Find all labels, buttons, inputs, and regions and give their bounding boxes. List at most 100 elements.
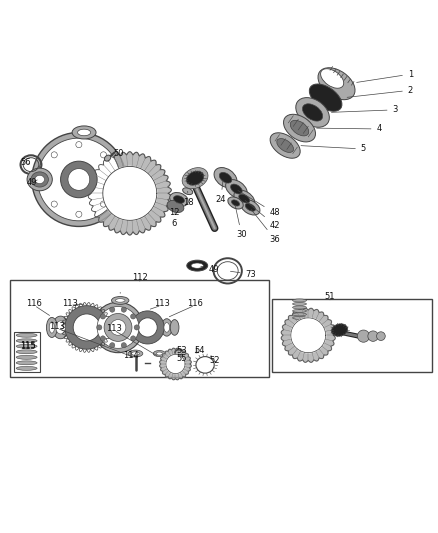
Circle shape xyxy=(100,201,106,207)
Ellipse shape xyxy=(31,172,48,187)
Text: 5: 5 xyxy=(301,144,366,154)
Text: 113: 113 xyxy=(62,299,78,308)
Ellipse shape xyxy=(321,69,344,88)
Ellipse shape xyxy=(49,322,54,333)
Text: 114: 114 xyxy=(123,351,139,360)
Ellipse shape xyxy=(293,306,307,309)
Text: 52: 52 xyxy=(209,356,220,365)
Text: 49: 49 xyxy=(27,179,37,188)
Text: 2: 2 xyxy=(347,86,413,98)
Text: 115: 115 xyxy=(20,341,35,350)
Ellipse shape xyxy=(332,324,348,336)
FancyBboxPatch shape xyxy=(272,298,432,372)
Ellipse shape xyxy=(156,352,162,355)
Text: 3: 3 xyxy=(332,106,398,114)
Circle shape xyxy=(76,211,82,217)
Ellipse shape xyxy=(16,356,37,359)
Text: 54: 54 xyxy=(194,345,205,354)
Ellipse shape xyxy=(27,168,52,191)
Ellipse shape xyxy=(226,180,247,198)
Text: 116: 116 xyxy=(26,299,42,308)
Ellipse shape xyxy=(245,204,255,211)
Ellipse shape xyxy=(16,350,37,354)
Ellipse shape xyxy=(112,296,129,304)
Text: 12: 12 xyxy=(169,202,180,217)
Circle shape xyxy=(60,161,97,198)
Circle shape xyxy=(104,313,132,341)
Ellipse shape xyxy=(104,155,111,161)
FancyBboxPatch shape xyxy=(10,279,269,377)
Ellipse shape xyxy=(186,171,204,185)
Circle shape xyxy=(368,331,378,341)
Text: 6: 6 xyxy=(172,209,177,228)
Ellipse shape xyxy=(16,333,37,337)
Circle shape xyxy=(377,332,385,341)
Ellipse shape xyxy=(183,188,193,195)
Circle shape xyxy=(131,336,136,341)
Circle shape xyxy=(38,138,120,221)
Circle shape xyxy=(100,314,106,319)
Circle shape xyxy=(110,343,115,348)
Circle shape xyxy=(134,325,139,330)
Ellipse shape xyxy=(16,339,37,343)
Text: 113: 113 xyxy=(49,322,65,331)
Ellipse shape xyxy=(153,351,166,357)
Circle shape xyxy=(131,311,164,344)
Ellipse shape xyxy=(128,350,143,357)
Ellipse shape xyxy=(214,167,237,188)
Circle shape xyxy=(111,176,117,182)
Ellipse shape xyxy=(293,309,307,312)
Polygon shape xyxy=(160,348,191,380)
Circle shape xyxy=(110,307,115,312)
Ellipse shape xyxy=(239,194,250,203)
Ellipse shape xyxy=(228,197,243,209)
Circle shape xyxy=(41,176,47,182)
Text: 48: 48 xyxy=(238,190,280,217)
Text: 56: 56 xyxy=(20,158,31,166)
Circle shape xyxy=(32,133,126,227)
Text: 73: 73 xyxy=(230,270,256,279)
Text: 4: 4 xyxy=(317,125,382,133)
Ellipse shape xyxy=(293,302,307,305)
Ellipse shape xyxy=(117,166,134,192)
Ellipse shape xyxy=(293,316,307,319)
Ellipse shape xyxy=(35,175,45,183)
Circle shape xyxy=(100,152,106,158)
Polygon shape xyxy=(291,318,325,353)
Ellipse shape xyxy=(309,84,342,111)
Circle shape xyxy=(51,201,57,207)
Text: 51: 51 xyxy=(325,292,335,301)
Circle shape xyxy=(97,306,139,349)
Ellipse shape xyxy=(293,299,307,302)
Ellipse shape xyxy=(187,260,208,271)
Ellipse shape xyxy=(232,200,240,206)
Text: 49: 49 xyxy=(201,265,219,274)
Circle shape xyxy=(121,307,127,312)
Text: 50: 50 xyxy=(110,149,124,158)
Ellipse shape xyxy=(283,114,315,142)
Ellipse shape xyxy=(182,168,208,189)
Ellipse shape xyxy=(277,139,293,152)
Ellipse shape xyxy=(116,298,125,302)
Text: 18: 18 xyxy=(183,191,194,207)
Ellipse shape xyxy=(293,313,307,316)
Ellipse shape xyxy=(241,200,260,215)
FancyBboxPatch shape xyxy=(14,332,40,372)
Ellipse shape xyxy=(121,171,131,188)
Circle shape xyxy=(76,142,82,148)
Text: 30: 30 xyxy=(235,206,247,239)
Ellipse shape xyxy=(46,318,57,337)
Ellipse shape xyxy=(170,320,179,335)
Ellipse shape xyxy=(131,352,139,356)
Circle shape xyxy=(131,314,136,319)
Circle shape xyxy=(73,314,100,341)
Text: 1: 1 xyxy=(357,70,413,83)
Circle shape xyxy=(100,336,106,341)
Polygon shape xyxy=(166,354,185,374)
Ellipse shape xyxy=(56,321,65,334)
Ellipse shape xyxy=(303,104,323,121)
Circle shape xyxy=(357,330,370,342)
Ellipse shape xyxy=(296,98,329,127)
Text: 116: 116 xyxy=(187,299,203,308)
Ellipse shape xyxy=(219,172,232,183)
